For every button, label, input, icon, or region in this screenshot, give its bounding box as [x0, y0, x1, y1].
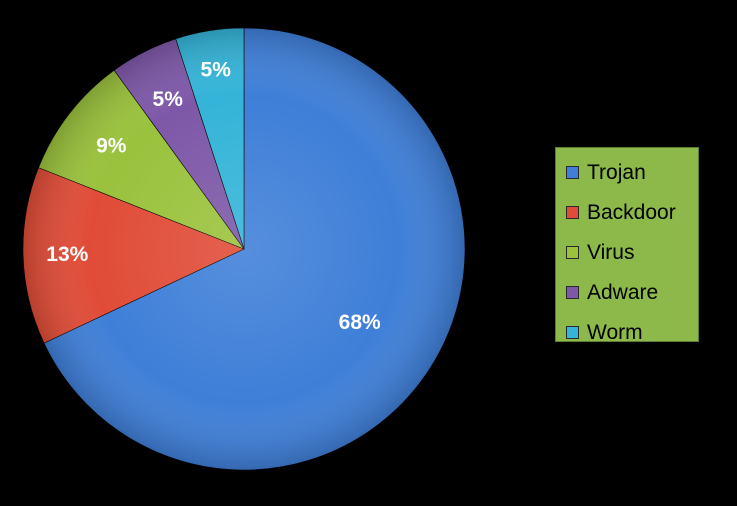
- pie-slices: [22, 27, 466, 471]
- slice-label-virus: 9%: [96, 135, 127, 158]
- slice-label-trojan: 68%: [339, 311, 381, 334]
- legend-swatch-virus: [566, 245, 579, 259]
- slice-label-backdoor: 13%: [46, 243, 88, 266]
- legend-item-trojan: Trojan: [556, 152, 698, 192]
- legend-label-worm: Worm: [587, 320, 643, 344]
- legend-swatch-worm: [566, 325, 579, 339]
- legend-swatch-backdoor: [566, 205, 579, 219]
- legend-item-backdoor: Backdoor: [556, 192, 698, 232]
- legend-item-worm: Worm: [556, 312, 698, 352]
- legend-swatch-adware: [566, 285, 579, 299]
- legend-item-virus: Virus: [556, 232, 698, 272]
- legend-label-backdoor: Backdoor: [587, 200, 676, 224]
- slice-label-adware: 5%: [153, 88, 184, 111]
- legend-label-adware: Adware: [587, 280, 659, 304]
- legend-swatch-trojan: [566, 165, 579, 179]
- legend-item-adware: Adware: [556, 272, 698, 312]
- pie-slice-labels: 68% 13% 9% 5% 5%: [46, 59, 381, 334]
- legend-label-trojan: Trojan: [587, 160, 646, 184]
- legend: Trojan Backdoor Virus Adware Worm: [555, 147, 699, 343]
- legend-label-virus: Virus: [587, 240, 635, 264]
- slice-label-worm: 5%: [201, 59, 232, 82]
